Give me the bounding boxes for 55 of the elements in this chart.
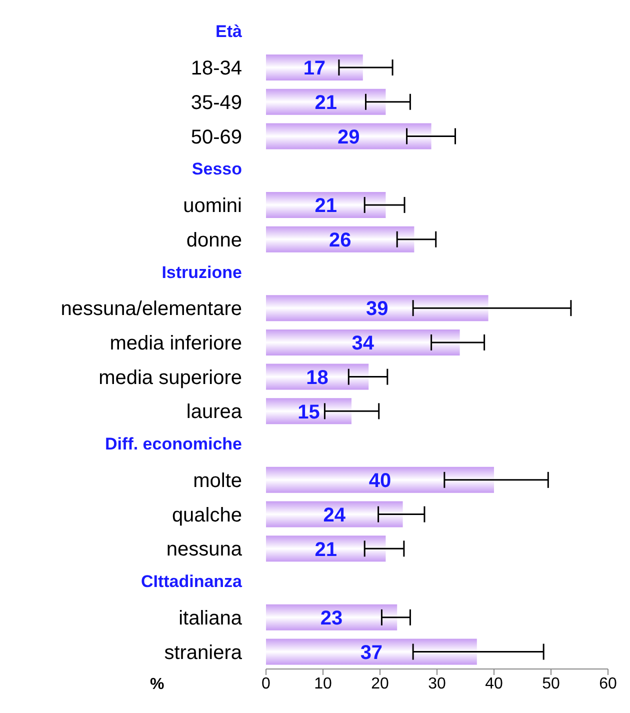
data-label: 40 (368, 470, 392, 492)
y-tick-label: italiana (178, 607, 243, 630)
y-tick-label: nessuna/elementare (60, 298, 242, 320)
x-tick-label: 50 (542, 675, 560, 692)
x-tick-label: 10 (314, 675, 332, 692)
bar (266, 604, 398, 630)
bar (266, 638, 477, 665)
bar (266, 501, 403, 528)
data-label: 23 (320, 607, 343, 630)
data-label: 26 (328, 229, 352, 252)
y-tick-label: Diff. economiche (105, 434, 242, 454)
data-label: 18 (306, 366, 328, 389)
bar (266, 536, 386, 562)
y-tick-label: CIttadinanza (140, 572, 243, 592)
y-tick-label: 35-49 (190, 92, 242, 114)
bar (266, 123, 432, 150)
x-axis-title: % (150, 676, 164, 694)
y-tick-label: nessuna (166, 538, 243, 561)
x-tick-label: 40 (485, 675, 503, 692)
x-tick-label: 30 (428, 675, 446, 692)
data-label: 21 (314, 538, 337, 561)
y-tick-label: laurea (186, 401, 243, 424)
bar (266, 466, 494, 493)
x-tick-label: 60 (599, 675, 617, 692)
y-tick-label: Istruzione (162, 262, 242, 282)
data-label: 21 (314, 92, 337, 114)
y-tick-label: uomini (183, 195, 242, 218)
bar (266, 295, 488, 322)
x-tick-label: 20 (371, 675, 389, 692)
data-label: 37 (360, 642, 383, 664)
y-tick-label: straniera (164, 642, 243, 664)
y-tick-label: media inferiore (110, 332, 242, 354)
bar (266, 329, 460, 356)
data-label: 21 (314, 195, 337, 218)
bar (266, 226, 414, 252)
y-tick-label: media superiore (98, 366, 242, 389)
y-tick-label: 50-69 (190, 126, 242, 148)
data-label: 29 (338, 126, 360, 148)
y-tick-label: molte (193, 470, 242, 492)
x-tick-label: 0 (262, 675, 271, 692)
data-label: 17 (303, 58, 326, 80)
y-tick-label: donne (186, 229, 242, 252)
y-tick-label: qualche (172, 504, 242, 526)
data-label: 15 (298, 401, 320, 424)
y-tick-label: 18-34 (190, 58, 242, 80)
bar (266, 88, 386, 115)
bar (266, 54, 363, 80)
bar (266, 398, 352, 424)
data-label: 39 (366, 298, 388, 320)
bar (266, 364, 369, 390)
data-label: 24 (323, 504, 346, 526)
y-tick-label: Sesso (192, 160, 242, 179)
data-label: 34 (352, 332, 375, 355)
y-tick-label: Età (216, 22, 243, 42)
bar (266, 192, 386, 218)
